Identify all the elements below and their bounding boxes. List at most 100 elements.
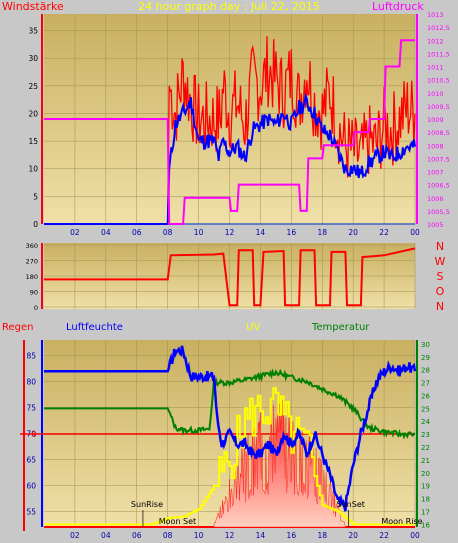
- rain-zero-label: 0: [31, 430, 36, 439]
- annotation-label: SunSet: [337, 500, 365, 509]
- compass-label: N: [436, 240, 444, 253]
- compass-label: O: [436, 285, 445, 298]
- y-tick-label: 55: [26, 507, 36, 516]
- y2-tick-label: 1006: [427, 195, 444, 203]
- x-tick-label: 12: [225, 228, 235, 237]
- y2-tick-label: 1005,5: [427, 208, 450, 216]
- uv-line: [44, 387, 415, 526]
- y2-tick-label: 21: [421, 457, 430, 465]
- left-axis-title: Windstärke: [2, 0, 64, 13]
- y-tick-label: 5: [33, 192, 38, 201]
- y2-tick-label: 1010: [427, 90, 444, 98]
- y2-tick-label: 24: [421, 418, 430, 426]
- y2-tick-label: 27: [421, 380, 430, 388]
- y2-tick-label: 22: [421, 444, 430, 452]
- y2-tick-label: 1012,5: [427, 24, 450, 32]
- y2-tick-label: 1012: [427, 37, 444, 45]
- annotation-label: SunRise: [131, 500, 163, 509]
- y2-tick-label: 1005: [427, 221, 444, 229]
- y-tick-label: 360: [26, 242, 38, 250]
- x-tick-label: 06: [132, 228, 142, 237]
- y2-tick-label: 20: [421, 470, 430, 478]
- x-tick-label: 10: [194, 228, 204, 237]
- y2-tick-label: 1007: [427, 169, 444, 177]
- y-tick-label: 180: [26, 273, 38, 281]
- y-tick-label: 10: [28, 165, 38, 174]
- x-tick-label: 18: [317, 531, 327, 540]
- y-tick-label: 90: [30, 289, 38, 297]
- y2-tick-label: 16: [421, 521, 430, 529]
- y2-tick-label: 25: [421, 405, 430, 413]
- x-tick-label: 02: [70, 228, 80, 237]
- y2-tick-label: 1011,5: [427, 50, 450, 58]
- x-tick-label: 08: [163, 228, 173, 237]
- y2-tick-label: 1008,5: [427, 129, 450, 137]
- y-tick-label: 270: [26, 258, 38, 266]
- x-tick-label: 22: [379, 531, 389, 540]
- y-tick-label: 85: [26, 352, 36, 361]
- y2-tick-label: 17: [421, 509, 430, 517]
- series-label: Temperatur: [311, 322, 370, 333]
- x-tick-label: 20: [348, 531, 358, 540]
- y-tick-label: 25: [28, 82, 38, 91]
- pressure-line: [44, 39, 415, 225]
- y2-tick-label: 1013: [427, 11, 444, 19]
- y-tick-label: 0: [33, 220, 38, 229]
- y2-tick-label: 30: [421, 341, 430, 349]
- compass-label: W: [435, 255, 446, 268]
- x-tick-label: 16: [287, 531, 297, 540]
- series-label: UV: [246, 322, 260, 333]
- wind-average-line: [44, 92, 416, 225]
- x-tick-label: 04: [101, 228, 111, 237]
- x-tick-label: 00: [410, 531, 420, 540]
- x-tick-label: 12: [225, 531, 235, 540]
- y-tick-label: 15: [28, 137, 38, 146]
- x-tick-label: 06: [132, 531, 142, 540]
- y-tick-label: 30: [28, 54, 38, 63]
- x-tick-label: 10: [194, 531, 204, 540]
- y-tick-label: 20: [28, 109, 38, 118]
- x-tick-label: 14: [256, 531, 266, 540]
- y-tick-label: 35: [28, 27, 38, 36]
- y2-tick-label: 23: [421, 431, 430, 439]
- compass-label: S: [437, 270, 444, 283]
- annotation-label: Moon Rise: [381, 517, 422, 526]
- y2-tick-label: 1009,5: [427, 103, 450, 111]
- y2-tick-label: 19: [421, 483, 430, 491]
- x-tick-label: 16: [287, 228, 297, 237]
- temperature-line: [44, 368, 416, 440]
- y2-tick-label: 1009: [427, 116, 444, 124]
- y-tick-label: 60: [26, 481, 36, 490]
- y2-tick-label: 26: [421, 392, 430, 400]
- x-tick-label: 14: [256, 228, 266, 237]
- compass-label: N: [436, 300, 444, 313]
- y2-tick-label: 1008: [427, 142, 444, 150]
- right-axis-title: Luftdruck: [372, 0, 424, 13]
- y2-tick-label: 29: [421, 354, 430, 362]
- x-tick-label: 08: [163, 531, 173, 540]
- y-tick-label: 75: [26, 404, 36, 413]
- x-tick-label: 18: [317, 228, 327, 237]
- wind-gust-line: [167, 36, 416, 225]
- y2-tick-label: 18: [421, 496, 430, 504]
- x-tick-label: 22: [379, 228, 389, 237]
- y-tick-label: 0: [34, 304, 38, 312]
- rain-axis-title: Regen: [2, 322, 34, 333]
- y2-tick-label: 1011: [427, 64, 444, 72]
- y2-tick-label: 1010,5: [427, 77, 450, 85]
- annotation-label: Moon Set: [159, 517, 196, 526]
- y-tick-label: 65: [26, 455, 36, 464]
- chart-title: 24 hour graph day : Juli 22, 2015: [138, 0, 320, 13]
- x-tick-label: 20: [348, 228, 358, 237]
- y2-tick-label: 1007,5: [427, 155, 450, 163]
- x-tick-label: 00: [410, 228, 420, 237]
- x-tick-label: 04: [101, 531, 111, 540]
- y2-tick-label: 1006,5: [427, 182, 450, 190]
- y2-tick-label: 28: [421, 367, 430, 375]
- x-tick-label: 02: [70, 531, 80, 540]
- direction-line: [44, 247, 416, 307]
- series-label: Luftfeuchte: [66, 322, 123, 333]
- humidity-line: [44, 345, 417, 512]
